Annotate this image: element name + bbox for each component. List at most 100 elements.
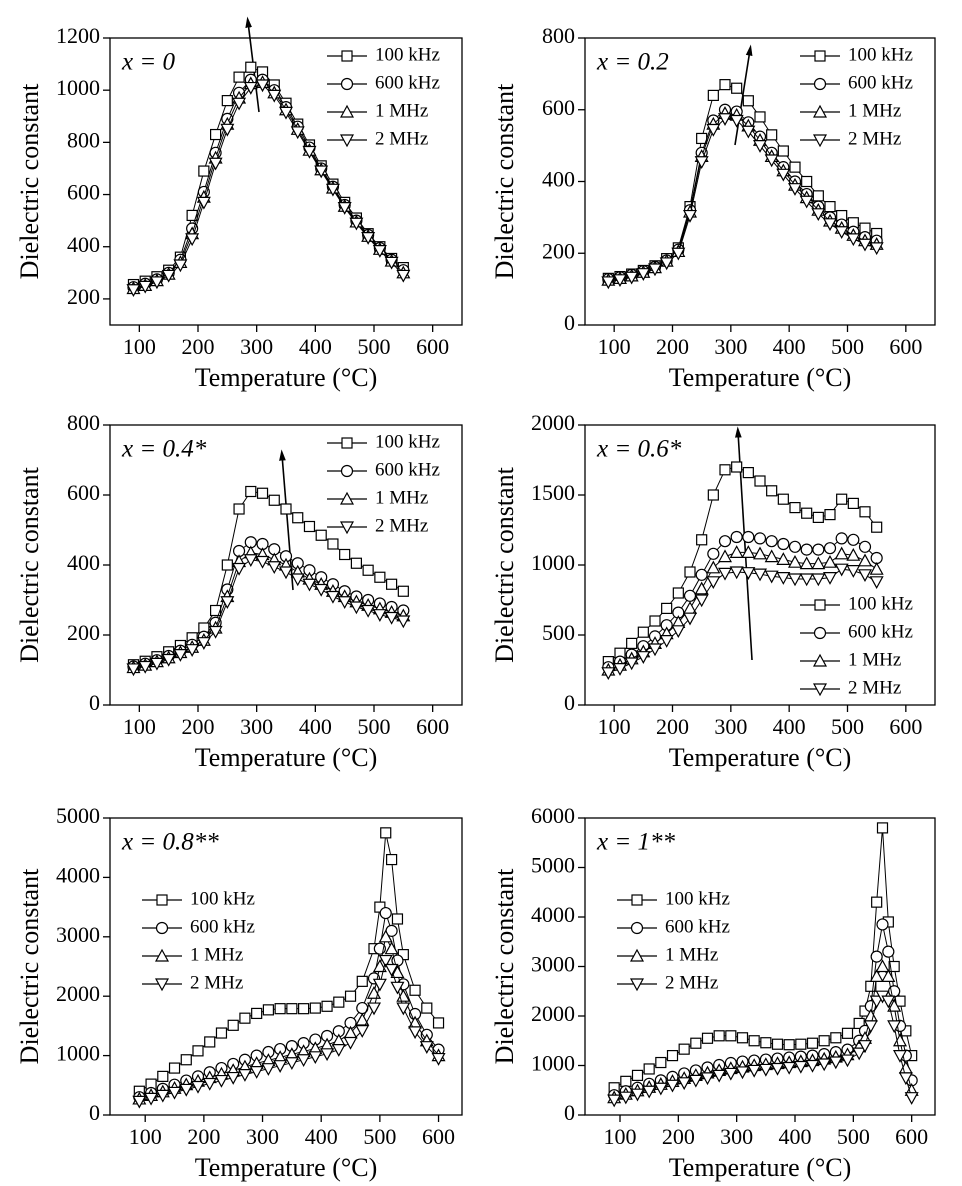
marker (898, 1072, 913, 1086)
marker (620, 1075, 632, 1087)
x-tick-label: 600 (895, 1124, 928, 1149)
marker (857, 569, 873, 583)
marker (655, 1056, 667, 1069)
x-tick-label: 100 (598, 334, 631, 359)
x-tick-label: 200 (656, 334, 689, 359)
marker (777, 145, 789, 157)
marker (875, 959, 890, 973)
marker (717, 567, 733, 581)
marker (409, 984, 421, 996)
marker (149, 276, 164, 290)
marker (374, 571, 386, 583)
marker (683, 589, 697, 602)
x-tick-label: 600 (422, 1124, 455, 1149)
marker (887, 998, 902, 1012)
marker (659, 257, 674, 271)
marker (811, 556, 826, 570)
marker (776, 168, 791, 182)
legend-label: 600 kHz (848, 621, 913, 642)
panel: 100 200 300 400 500 600 0 200 400 600 800 Temperatu… (15, 410, 463, 772)
legend-marker (341, 50, 353, 62)
marker (320, 1048, 335, 1062)
marker (256, 487, 269, 499)
marker (255, 79, 270, 93)
legend-label: 100 kHz (375, 44, 440, 65)
y-tick-label: 800 (542, 23, 575, 48)
marker (700, 1072, 715, 1086)
marker (202, 1077, 217, 1091)
marker (624, 271, 639, 285)
y-tick-label: 1000 (531, 550, 575, 575)
marker (361, 604, 376, 618)
marker (390, 981, 405, 995)
legend-label: 600 kHz (190, 916, 255, 937)
marker (871, 896, 883, 908)
marker (777, 537, 790, 551)
legend-label: 600 kHz (848, 72, 913, 93)
marker (818, 1035, 830, 1047)
marker (753, 532, 767, 545)
marker (758, 1063, 773, 1077)
marker (805, 1059, 820, 1073)
legend-label: 100 kHz (848, 593, 913, 614)
marker (766, 129, 778, 141)
marker (333, 996, 345, 1008)
marker (278, 106, 294, 120)
y-tick-label: 1000 (531, 1051, 575, 1076)
annotation: x = 1** (596, 829, 675, 856)
marker (834, 546, 849, 560)
marker (233, 71, 245, 83)
marker (325, 183, 340, 197)
legend-label: 100 kHz (848, 44, 913, 65)
legend-marker (813, 626, 827, 640)
marker (752, 568, 768, 582)
marker (800, 543, 813, 556)
marker (274, 1003, 286, 1015)
marker (208, 157, 223, 171)
x-tick-label: 600 (416, 334, 449, 359)
x-tick-label: 100 (604, 1124, 637, 1149)
x-tick-label: 100 (123, 334, 156, 359)
series-line (133, 66, 404, 286)
x-tick-label: 200 (662, 1124, 695, 1149)
x-tick-label: 400 (299, 714, 332, 739)
marker (812, 190, 824, 202)
x-axis-label: Temperature (°C) (195, 743, 378, 772)
x-tick-label: 600 (416, 714, 449, 739)
legend-marker (154, 978, 170, 992)
annotation: x = 0.8** (121, 829, 219, 856)
legend-marker (812, 683, 828, 697)
marker (742, 95, 754, 107)
marker (190, 1080, 206, 1094)
marker (232, 97, 247, 111)
x-tick-label: 100 (123, 714, 156, 739)
marker (601, 276, 616, 290)
marker (421, 1002, 433, 1014)
marker (858, 540, 872, 553)
marker (343, 1036, 358, 1050)
marker (372, 959, 387, 973)
marker (624, 657, 639, 671)
marker (776, 552, 791, 566)
marker (836, 493, 848, 505)
y-tick-label: 200 (67, 284, 100, 309)
y-tick-label: 1000 (56, 75, 100, 100)
y-tick-label: 2000 (531, 410, 575, 435)
series-line (608, 109, 877, 280)
marker (682, 209, 698, 223)
y-tick-label: 4000 (531, 902, 575, 927)
x-tick-label: 100 (598, 714, 631, 739)
x-axis-label: Temperature (°C) (195, 1153, 378, 1182)
y-tick-label: 200 (542, 238, 575, 263)
marker (243, 554, 258, 568)
marker (671, 625, 686, 639)
y-tick-label: 800 (67, 127, 100, 152)
marker (701, 1032, 714, 1044)
marker (302, 578, 317, 592)
marker (801, 507, 813, 519)
legend-marker (629, 948, 645, 962)
legend-label: 1 MHz (190, 944, 243, 965)
marker (731, 461, 743, 473)
marker (869, 561, 884, 575)
